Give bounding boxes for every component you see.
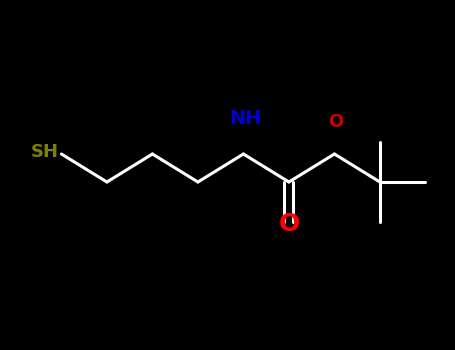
Text: O: O [328, 113, 344, 131]
Text: NH: NH [229, 109, 262, 128]
Text: O: O [278, 212, 299, 236]
Text: SH: SH [31, 143, 59, 161]
